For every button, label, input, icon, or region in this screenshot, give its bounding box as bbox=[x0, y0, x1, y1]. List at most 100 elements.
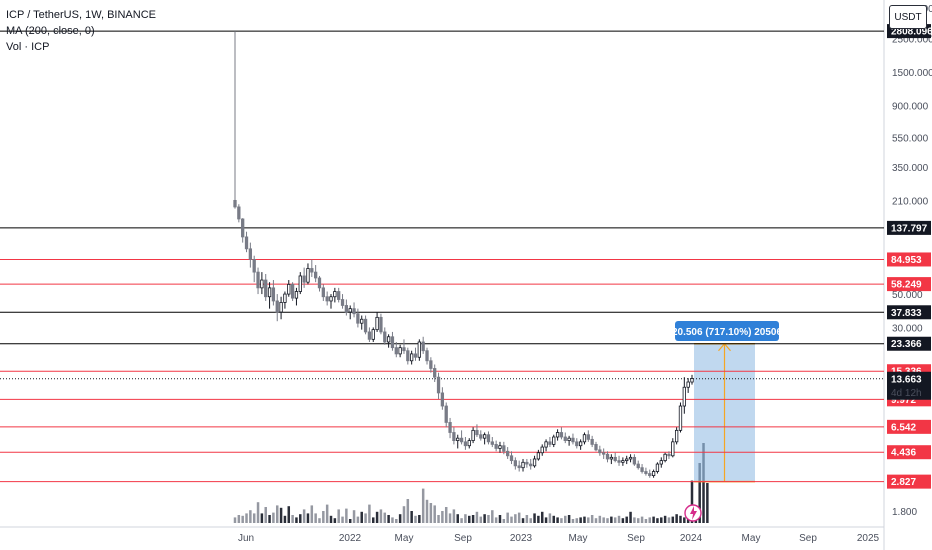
candle-body bbox=[413, 353, 418, 358]
volume-bar bbox=[621, 518, 625, 523]
volume-bar bbox=[444, 507, 448, 523]
candle-body bbox=[237, 206, 241, 220]
volume-bar bbox=[421, 488, 425, 523]
y-tick-label: 350.000 bbox=[892, 163, 929, 174]
volume-bar bbox=[233, 517, 237, 523]
volume-bar bbox=[679, 515, 682, 523]
volume-bar bbox=[579, 517, 582, 523]
volume-bar bbox=[341, 516, 344, 523]
candle-body bbox=[482, 434, 487, 439]
volume-bar bbox=[260, 513, 264, 523]
volume-bar bbox=[241, 515, 244, 523]
candle-body bbox=[490, 441, 494, 445]
candle-body bbox=[640, 467, 644, 472]
volume-bar bbox=[402, 506, 406, 523]
candle-body bbox=[471, 429, 475, 441]
legend-ma[interactable]: MA (200, close, 0) bbox=[6, 25, 95, 37]
candle-body bbox=[667, 453, 671, 457]
candle-body bbox=[532, 458, 537, 467]
volume-bar bbox=[556, 517, 559, 523]
candle-body bbox=[578, 441, 583, 447]
price-level-badge bbox=[887, 277, 931, 292]
candle-body bbox=[429, 360, 433, 369]
x-tick-label: 2022 bbox=[339, 533, 362, 544]
candle-body bbox=[313, 271, 318, 279]
candle-body bbox=[548, 441, 552, 445]
candle-body bbox=[632, 456, 637, 465]
candle-body bbox=[529, 463, 533, 467]
y-tick-label: 1.800 bbox=[892, 507, 917, 518]
legend-symbol[interactable]: ICP / TetherUS, 1W, BINANCE bbox=[6, 9, 156, 21]
volume-bar bbox=[379, 509, 383, 523]
candle-body bbox=[494, 443, 498, 449]
legend-volume[interactable]: Vol · ICP bbox=[6, 41, 50, 53]
candle-body bbox=[264, 279, 268, 298]
price-level-badge-text: 58.249 bbox=[891, 280, 922, 291]
candle-body bbox=[283, 293, 287, 303]
price-level-badge-text: 4.436 bbox=[891, 448, 916, 459]
volume-bar bbox=[671, 516, 675, 523]
x-tick-label: 2023 bbox=[510, 533, 533, 544]
candle-body bbox=[594, 443, 598, 451]
candle-body bbox=[244, 236, 249, 250]
candle-body bbox=[317, 277, 322, 289]
candle-body bbox=[590, 438, 594, 445]
candle-body bbox=[325, 296, 329, 302]
volume-bar bbox=[702, 443, 705, 523]
chart-legend: ICP / TetherUS, 1W, BINANCE MA (200, clo… bbox=[6, 7, 156, 55]
volume-bar bbox=[629, 511, 632, 523]
candle-body bbox=[621, 460, 625, 463]
candle-body bbox=[290, 283, 295, 299]
candle-body bbox=[440, 392, 445, 407]
candle-body bbox=[386, 336, 391, 343]
volume-bar bbox=[468, 515, 471, 523]
candle-body bbox=[406, 350, 410, 362]
currency-button[interactable]: USDT bbox=[889, 5, 927, 29]
price-level-badge bbox=[887, 336, 931, 351]
price-level-badge bbox=[887, 305, 931, 320]
candle-body bbox=[367, 331, 372, 340]
volume-bar bbox=[479, 516, 483, 523]
candle-body bbox=[644, 471, 648, 474]
volume-bar bbox=[302, 509, 306, 523]
volume-bar bbox=[648, 517, 652, 523]
volume-bar bbox=[583, 516, 586, 523]
candle-body bbox=[333, 291, 337, 298]
candle-body bbox=[256, 271, 260, 289]
x-tick-label: 2024 bbox=[680, 533, 703, 544]
volume-bar bbox=[252, 513, 256, 523]
candle-body bbox=[536, 452, 541, 460]
volume-bar bbox=[606, 518, 609, 523]
candle-body bbox=[360, 318, 364, 324]
volume-bar bbox=[502, 519, 506, 523]
volume-bar bbox=[360, 511, 363, 523]
volume-bar bbox=[299, 514, 302, 523]
volume-bar bbox=[437, 515, 440, 523]
x-tick-label: May bbox=[742, 533, 761, 544]
y-tick-label: 1500.000 bbox=[892, 68, 932, 79]
volume-bar bbox=[279, 507, 283, 523]
x-tick-label: Jun bbox=[238, 533, 254, 544]
volume-bar bbox=[517, 512, 521, 523]
x-tick-label: May bbox=[395, 533, 414, 544]
y-tick-label: 2500.000 bbox=[892, 35, 932, 46]
candle-body bbox=[567, 437, 571, 441]
x-tick-label: Sep bbox=[627, 533, 645, 544]
candle-body bbox=[479, 434, 483, 439]
y-tick-label: 30.000 bbox=[892, 323, 923, 334]
volume-bar bbox=[291, 515, 294, 523]
volume-bar bbox=[464, 514, 467, 523]
candle-body bbox=[655, 463, 660, 472]
candle-body bbox=[544, 441, 548, 448]
candle-body bbox=[605, 453, 610, 460]
volume-bar bbox=[521, 518, 525, 523]
candle-body bbox=[375, 316, 379, 331]
volume-bar bbox=[475, 511, 479, 523]
volume-bar bbox=[272, 512, 275, 523]
price-level-badge bbox=[887, 220, 931, 235]
volume-bar bbox=[525, 515, 529, 523]
volume-bar bbox=[383, 512, 387, 523]
y-tick-label: 550.000 bbox=[892, 134, 929, 145]
candle-body bbox=[467, 440, 471, 447]
